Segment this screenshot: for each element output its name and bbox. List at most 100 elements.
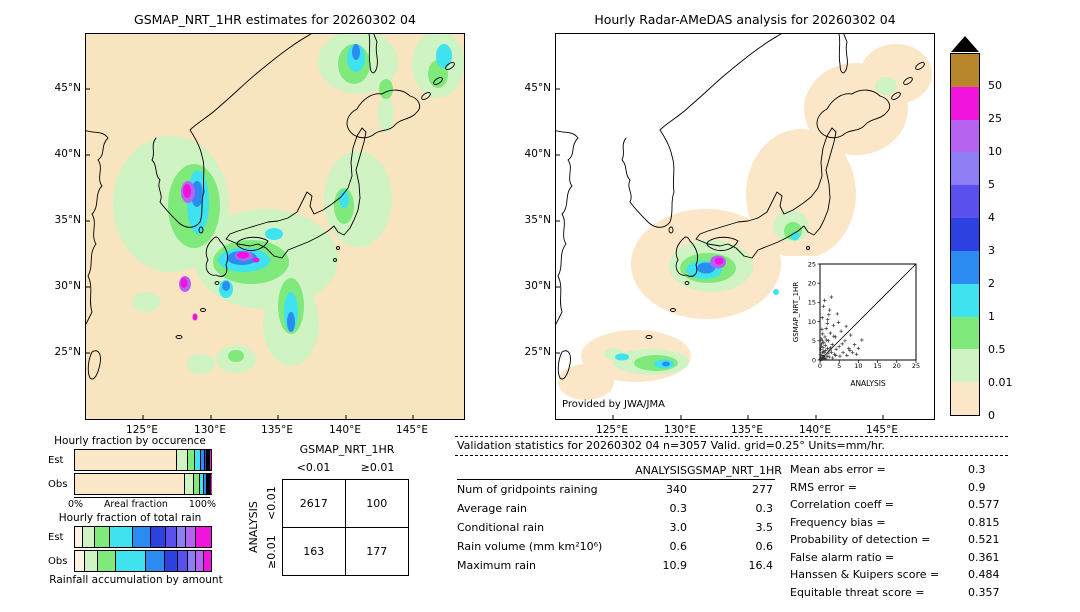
analysis-value: 0.6	[669, 540, 688, 553]
svg-text:20: 20	[808, 280, 816, 288]
colorbar-scale	[950, 53, 980, 416]
colorbar-tick-label: 2	[988, 277, 995, 291]
contingency-table: GSMAP_NRT_1HR <0.01 ≥0.01 ANALYSIS <0.01…	[246, 443, 426, 588]
colorbar-tick-label: 0	[988, 409, 995, 423]
lon-tick: 130°E	[664, 424, 696, 436]
score-row: Correlation coeff = 0.577	[790, 496, 1075, 514]
bar-segment	[166, 527, 177, 547]
bar-segment	[75, 527, 84, 547]
gsmap-value: 0.3	[755, 502, 774, 515]
bar-segment	[133, 527, 152, 547]
colorbar-segment	[951, 283, 979, 317]
bar-segment	[185, 474, 195, 494]
colorbar-segment	[951, 185, 979, 219]
lat-tick: 30°N	[524, 280, 551, 292]
gsmap-value: 3.5	[755, 521, 774, 534]
bar-segment	[200, 450, 205, 470]
bar-segment	[186, 527, 196, 547]
dashed-divider	[455, 455, 1008, 456]
bar-segment	[83, 527, 96, 547]
column-header: GSMAP_NRT_1HR	[687, 463, 782, 477]
bar-segment	[151, 527, 167, 547]
contingency-value: 100	[345, 480, 408, 528]
row-label: Conditional rain	[457, 521, 545, 534]
svg-text:5: 5	[812, 337, 816, 345]
lat-tick: 45°N	[54, 82, 81, 94]
colorbar-segment	[951, 349, 979, 383]
score-value: 0.357	[968, 585, 1000, 599]
contingency-col-label: ≥0.01	[360, 461, 395, 474]
contingency-row-label: <0.01	[265, 486, 278, 520]
dashed-divider	[455, 436, 1008, 437]
bar-segment	[110, 527, 134, 547]
colorbar-segment	[951, 218, 979, 251]
lat-tick: 25°N	[524, 346, 551, 358]
score-label: False alarm ratio =	[790, 550, 895, 564]
colorbar-tick-label: 10	[988, 145, 1002, 159]
table-row: Average rain 0.3 0.3	[457, 499, 775, 518]
colorbar-segment	[951, 54, 979, 87]
bar-segment	[206, 450, 209, 470]
score-label: Hanssen & Kuipers score =	[790, 568, 940, 582]
validation-title: Validation statistics for 20260302 04 n=…	[457, 439, 885, 452]
lon-tick: 135°E	[261, 424, 293, 436]
bar-segment	[164, 551, 179, 571]
score-label: Probability of detection =	[790, 533, 931, 547]
contingency-col-label: <0.01	[296, 461, 331, 474]
bar-segment	[204, 474, 207, 494]
bar-segment	[115, 551, 146, 571]
score-row: Hanssen & Kuipers score = 0.484	[790, 566, 1075, 584]
lat-tick: 35°N	[54, 214, 81, 226]
svg-text:25: 25	[912, 362, 920, 370]
colorbar-segment	[951, 86, 979, 120]
bar-segment	[75, 450, 177, 470]
lon-tick: 135°E	[731, 424, 763, 436]
svg-text:0: 0	[818, 362, 822, 370]
lat-tick: 40°N	[524, 148, 551, 160]
lat-tick: 30°N	[54, 280, 81, 292]
contingency-value: 163	[283, 527, 346, 575]
obs-label: Obs	[48, 555, 68, 567]
bar-segment	[98, 551, 116, 571]
score-value: 0.9	[968, 480, 986, 494]
totalrain-obs-bar	[74, 550, 212, 572]
score-value: 0.577	[968, 498, 1000, 512]
lon-tick: 140°E	[799, 424, 831, 436]
score-row: False alarm ratio = 0.361	[790, 549, 1075, 567]
score-value: 0.3	[968, 463, 986, 477]
colorbar-tick-label: 4	[988, 211, 995, 225]
bar-segment	[194, 474, 200, 494]
score-label: Mean abs error =	[790, 463, 886, 477]
colorbar-tick-label: 0.01	[988, 376, 1013, 390]
table-row: Maximum rain 10.9 16.4	[457, 556, 775, 575]
table-row: Conditional rain 3.0 3.5	[457, 518, 775, 537]
validation-statistics-panel: Validation statistics for 20260302 04 n=…	[455, 436, 1077, 599]
bar-segment	[75, 551, 85, 571]
score-row: Mean abs error = 0.3	[790, 461, 1075, 479]
contingency-col-group: GSMAP_NRT_1HR	[299, 443, 395, 456]
colorbar-tick-label: 25	[988, 112, 1002, 126]
colorbar-segment	[951, 316, 979, 350]
bar-segment	[209, 450, 211, 470]
bar-segment	[208, 474, 210, 494]
column-header: ANALYSIS	[635, 463, 687, 477]
svg-text:15: 15	[808, 299, 816, 307]
skill-scores: Mean abs error = 0.3 RMS error = 0.9 Cor…	[790, 461, 1075, 601]
occurrence-obs-bar	[74, 473, 212, 495]
data-credit: Provided by JWA/JMA	[562, 399, 665, 410]
analysis-value: 0.3	[669, 502, 688, 515]
occurrence-est-bar	[74, 449, 212, 471]
bar-segment	[204, 551, 211, 571]
lon-tick: 140°E	[329, 424, 361, 436]
areal-fraction-axis	[74, 497, 210, 499]
bar-segment	[187, 450, 195, 470]
colorbar-segment	[951, 152, 979, 186]
identity-line	[819, 263, 917, 361]
row-label: Rain volume (mm km²10⁶)	[457, 540, 603, 553]
lon-tick: 145°E	[396, 424, 428, 436]
bar-segment	[195, 551, 205, 571]
axis-title: Areal fraction	[103, 499, 168, 510]
score-label: Equitable threat score =	[790, 585, 925, 599]
inset-tick-labels: 0 5 10 15 20 25 0 5 10 15 20 25	[808, 260, 920, 370]
axis-min-label: 0%	[68, 499, 84, 510]
